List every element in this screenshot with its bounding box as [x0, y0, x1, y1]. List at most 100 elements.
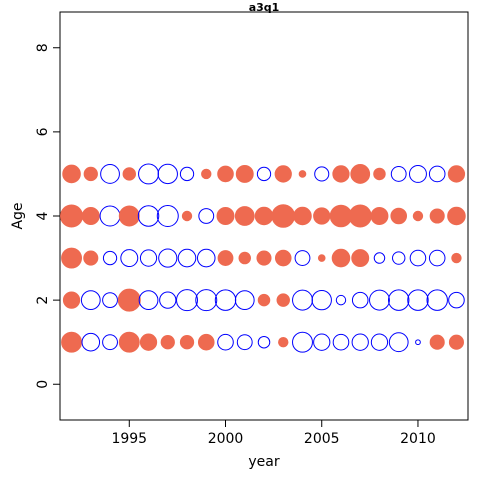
bubble-positive: [139, 333, 158, 351]
bubble-positive: [351, 249, 370, 268]
bubble-positive: [61, 247, 83, 269]
bubble-positive: [83, 250, 99, 266]
bubble-positive: [350, 164, 371, 184]
bubble-positive: [278, 336, 289, 348]
bubble-positive: [274, 249, 292, 267]
bubble-negative: [214, 289, 237, 311]
bubble-negative: [332, 333, 350, 351]
bubble-positive: [122, 167, 136, 181]
bubble-positive: [197, 333, 215, 351]
x-axis: 1995 2000 2005 2010: [111, 420, 436, 447]
bubble-positive: [348, 204, 372, 228]
bubble-positive: [117, 288, 141, 312]
bubble-negative: [426, 289, 448, 311]
bubble-negative: [158, 248, 178, 268]
bubble-negative: [409, 249, 427, 267]
bubble-negative: [407, 289, 429, 311]
x-tick-label: 2005: [304, 431, 340, 447]
bubble-negative: [80, 290, 101, 311]
bubble-positive: [257, 293, 271, 307]
bubble-negative: [198, 208, 215, 224]
bubble-positive: [274, 165, 292, 183]
bubble-positive: [373, 167, 386, 181]
bubble-positive: [254, 206, 274, 226]
y-tick-label: 8: [35, 43, 51, 52]
bubble-positive: [83, 166, 98, 182]
bubble-negative: [102, 250, 118, 266]
bubble-negative: [292, 331, 313, 353]
bubble-layer: [60, 163, 466, 353]
bubble-positive: [201, 168, 212, 180]
bubble-negative: [102, 292, 118, 309]
bubble-positive: [451, 252, 462, 264]
bubble-negative: [195, 289, 218, 312]
bubble-negative: [373, 252, 386, 264]
bubble-negative: [428, 249, 446, 267]
bubble-positive: [217, 165, 234, 183]
bubble-negative: [448, 291, 465, 309]
bubble-negative: [388, 332, 409, 353]
bubble-negative: [179, 166, 195, 182]
y-tick-label: 2: [35, 296, 51, 305]
bubble-negative: [369, 289, 390, 311]
x-tick-label: 1995: [111, 431, 147, 447]
bubble-positive: [329, 204, 353, 228]
bubble-negative: [196, 248, 216, 268]
bubble-positive: [317, 254, 326, 262]
bubble-negative: [351, 291, 369, 309]
bubble-negative: [390, 166, 407, 182]
bubble-positive: [60, 204, 84, 228]
bubble-positive: [390, 207, 408, 225]
bubble-positive: [235, 164, 254, 183]
chart-title: a3q1: [249, 1, 280, 14]
bubble-positive: [313, 207, 331, 225]
bubble-negative: [392, 251, 406, 265]
bubble-negative: [159, 291, 177, 309]
bubble-positive: [234, 206, 255, 226]
bubble-positive: [332, 165, 350, 183]
bubble-positive: [181, 210, 193, 222]
bubble-negative: [81, 332, 101, 352]
bubble-negative: [257, 335, 271, 349]
bubble-positive: [118, 205, 140, 227]
bubble-negative: [370, 333, 389, 351]
bubble-negative: [387, 289, 410, 311]
bubble-positive: [118, 331, 140, 353]
bubble-positive: [61, 331, 83, 353]
y-axis: 0 2 4 6 8: [35, 43, 60, 389]
bubble-negative: [156, 205, 179, 227]
x-tick-label: 2000: [208, 431, 244, 447]
bubble-positive: [412, 210, 424, 222]
bubble-positive: [429, 208, 445, 224]
bubble-positive: [62, 164, 81, 184]
bubble-negative: [102, 334, 118, 351]
bubble-positive: [81, 207, 100, 225]
bubble-positive: [447, 206, 466, 226]
bubble-negative: [415, 339, 421, 346]
bubble-negative: [138, 163, 159, 185]
bubble-negative: [351, 333, 369, 351]
bubble-positive: [160, 335, 175, 350]
bubble-negative: [139, 249, 158, 267]
bubble-positive: [331, 248, 351, 268]
y-tick-label: 6: [35, 127, 51, 136]
bubble-negative: [292, 289, 313, 311]
bubble-positive: [238, 251, 251, 265]
bubble-negative: [236, 334, 253, 351]
x-axis-title: year: [248, 454, 279, 470]
bubble-positive: [298, 170, 307, 178]
bubble-positive: [62, 291, 81, 309]
bubble-positive: [447, 165, 466, 183]
bubble-negative: [294, 250, 311, 266]
bubble-negative: [256, 166, 272, 182]
bubble-negative: [176, 289, 199, 312]
bubble-negative: [313, 333, 331, 351]
bubble-negative: [137, 205, 160, 227]
bubble-positive: [448, 334, 464, 350]
bubble-negative: [138, 290, 159, 311]
bubble-negative: [428, 165, 446, 183]
bubble-negative: [99, 205, 121, 227]
bubble-positive: [276, 293, 290, 307]
bubble-negative: [120, 249, 139, 268]
